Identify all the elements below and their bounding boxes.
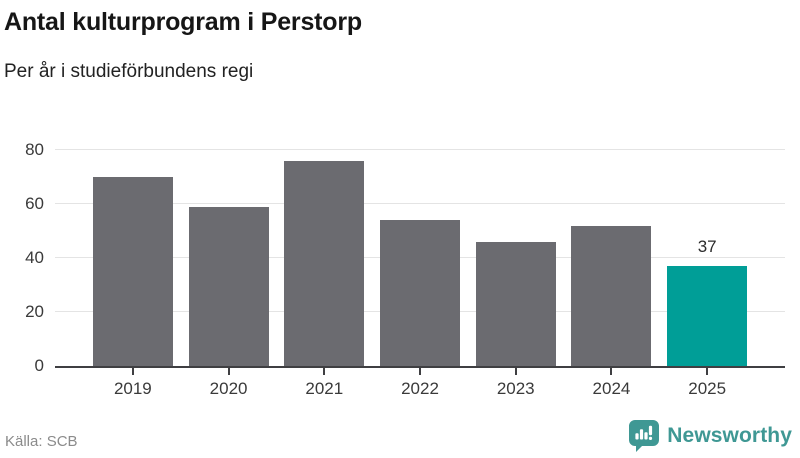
bar-slot-2021: 2021 — [276, 146, 372, 398]
x-axis-label-2021: 2021 — [305, 379, 344, 398]
x-axis-tick-2020 — [227, 368, 230, 375]
bar-2024 — [571, 225, 652, 366]
newsworthy-logo: Newsworthy — [629, 420, 792, 452]
x-axis-tick-2024 — [610, 368, 613, 375]
x-axis-label-2022: 2022 — [401, 379, 439, 398]
gridline-80 — [55, 149, 785, 150]
x-axis-tick-2025 — [706, 368, 709, 375]
bar-slot-2020: 2020 — [181, 146, 277, 398]
bar-2023 — [475, 241, 556, 366]
bar-slot-2019: 2019 — [85, 146, 181, 398]
source-note: Källa: SCB — [5, 433, 78, 450]
bar-2022 — [380, 220, 461, 366]
newsworthy-wordmark: Newsworthy — [667, 424, 792, 447]
value-label-2025: 37 — [697, 237, 717, 257]
x-axis-tick-2021 — [323, 368, 326, 375]
bar-slots: 2019 2020 2021 2022 2023 2024 2025 37 — [85, 146, 755, 398]
x-axis-label-2025: 2025 — [688, 379, 727, 398]
x-axis-tick-2019 — [131, 368, 134, 375]
x-axis-label-2024: 2024 — [592, 379, 631, 398]
x-axis-label-2023: 2023 — [496, 379, 535, 398]
x-axis-label-2020: 2020 — [209, 379, 248, 398]
bar-2025 — [667, 266, 748, 366]
y-axis-label-60: 60 — [25, 194, 44, 213]
chart-subtitle: Per år i studieförbundens regi — [4, 61, 254, 82]
y-axis-label-80: 80 — [25, 140, 44, 159]
y-axis-label-40: 40 — [25, 248, 44, 267]
bar-slot-2024: 2024 — [564, 146, 660, 398]
y-axis-label-0: 0 — [34, 356, 44, 375]
bar-chart-plot: 0 20 40 60 80 2019 2020 2021 2022 2023 2024 2025 37 — [25, 140, 785, 398]
bar-2021 — [284, 160, 365, 366]
chart-title: Antal kulturprogram i Perstorp — [4, 8, 362, 36]
x-axis-tick-2023 — [514, 368, 517, 375]
bar-slot-2022: 2022 — [372, 146, 468, 398]
gridline-60 — [55, 203, 785, 204]
bar-2020 — [188, 206, 269, 366]
y-axis-label-20: 20 — [25, 302, 44, 321]
x-axis-label-2019: 2019 — [113, 379, 152, 398]
bar-2019 — [92, 177, 173, 366]
bar-slot-2023: 2023 — [468, 146, 564, 398]
bar-slot-2025: 2025 37 — [659, 146, 755, 398]
newsworthy-bubble-chart-icon — [629, 420, 660, 452]
x-axis-tick-2022 — [419, 368, 422, 375]
